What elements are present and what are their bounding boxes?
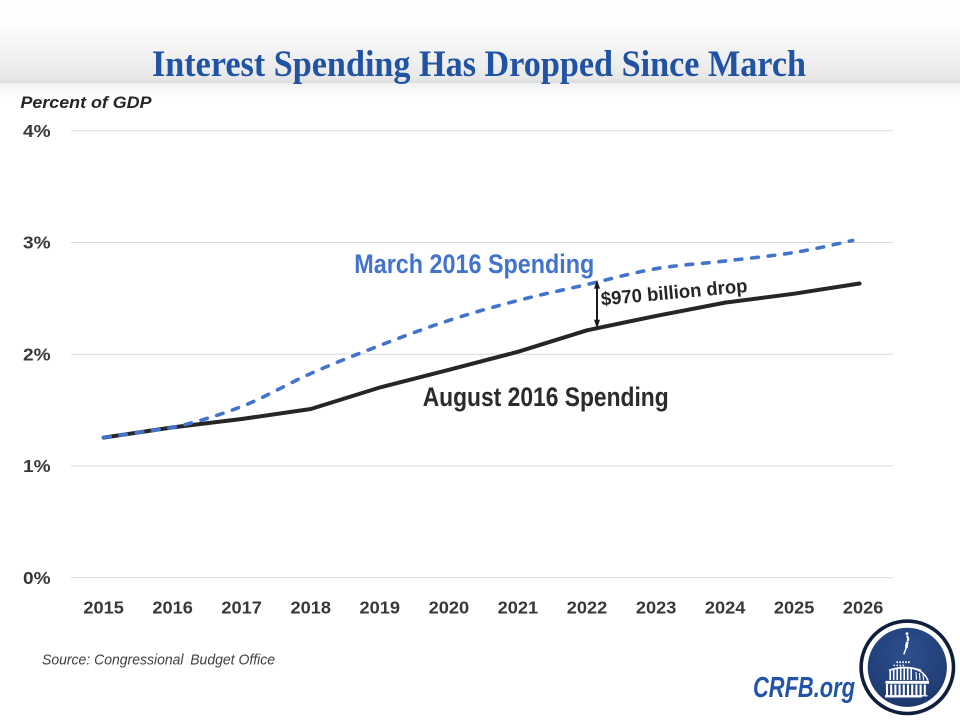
svg-text:2022: 2022 [567, 597, 608, 617]
svg-text:4%: 4% [23, 121, 51, 141]
svg-text:2021: 2021 [498, 597, 539, 617]
svg-text:1%: 1% [23, 456, 51, 476]
svg-text:Percent of GDP: Percent of GDP [21, 94, 153, 112]
svg-text:2016: 2016 [152, 597, 193, 617]
svg-text:$970 billion drop: $970 billion drop [600, 276, 748, 310]
svg-text:2023: 2023 [636, 597, 677, 617]
svg-text:2015: 2015 [83, 597, 124, 617]
svg-text:August 2016 Spending: August 2016 Spending [423, 382, 669, 412]
svg-text:2018: 2018 [291, 597, 332, 617]
svg-text:2%: 2% [23, 345, 51, 365]
svg-text:Interest Spending Has Dropped: Interest Spending Has Dropped Since Marc… [152, 44, 806, 85]
svg-text:March 2016 Spending: March 2016 Spending [354, 249, 594, 279]
svg-text:3%: 3% [23, 233, 51, 253]
svg-text:0%: 0% [23, 568, 51, 588]
svg-text:2020: 2020 [429, 597, 470, 617]
svg-text:2019: 2019 [360, 597, 401, 617]
svg-text:2017: 2017 [221, 597, 262, 617]
svg-text:2026: 2026 [843, 597, 884, 617]
svg-text:Source: Congressional Budget: Source: Congressional Budget Office [42, 653, 275, 669]
svg-text:CRFB.org: CRFB.org [753, 672, 855, 704]
svg-text:2024: 2024 [705, 597, 746, 617]
svg-text:2025: 2025 [774, 597, 815, 617]
